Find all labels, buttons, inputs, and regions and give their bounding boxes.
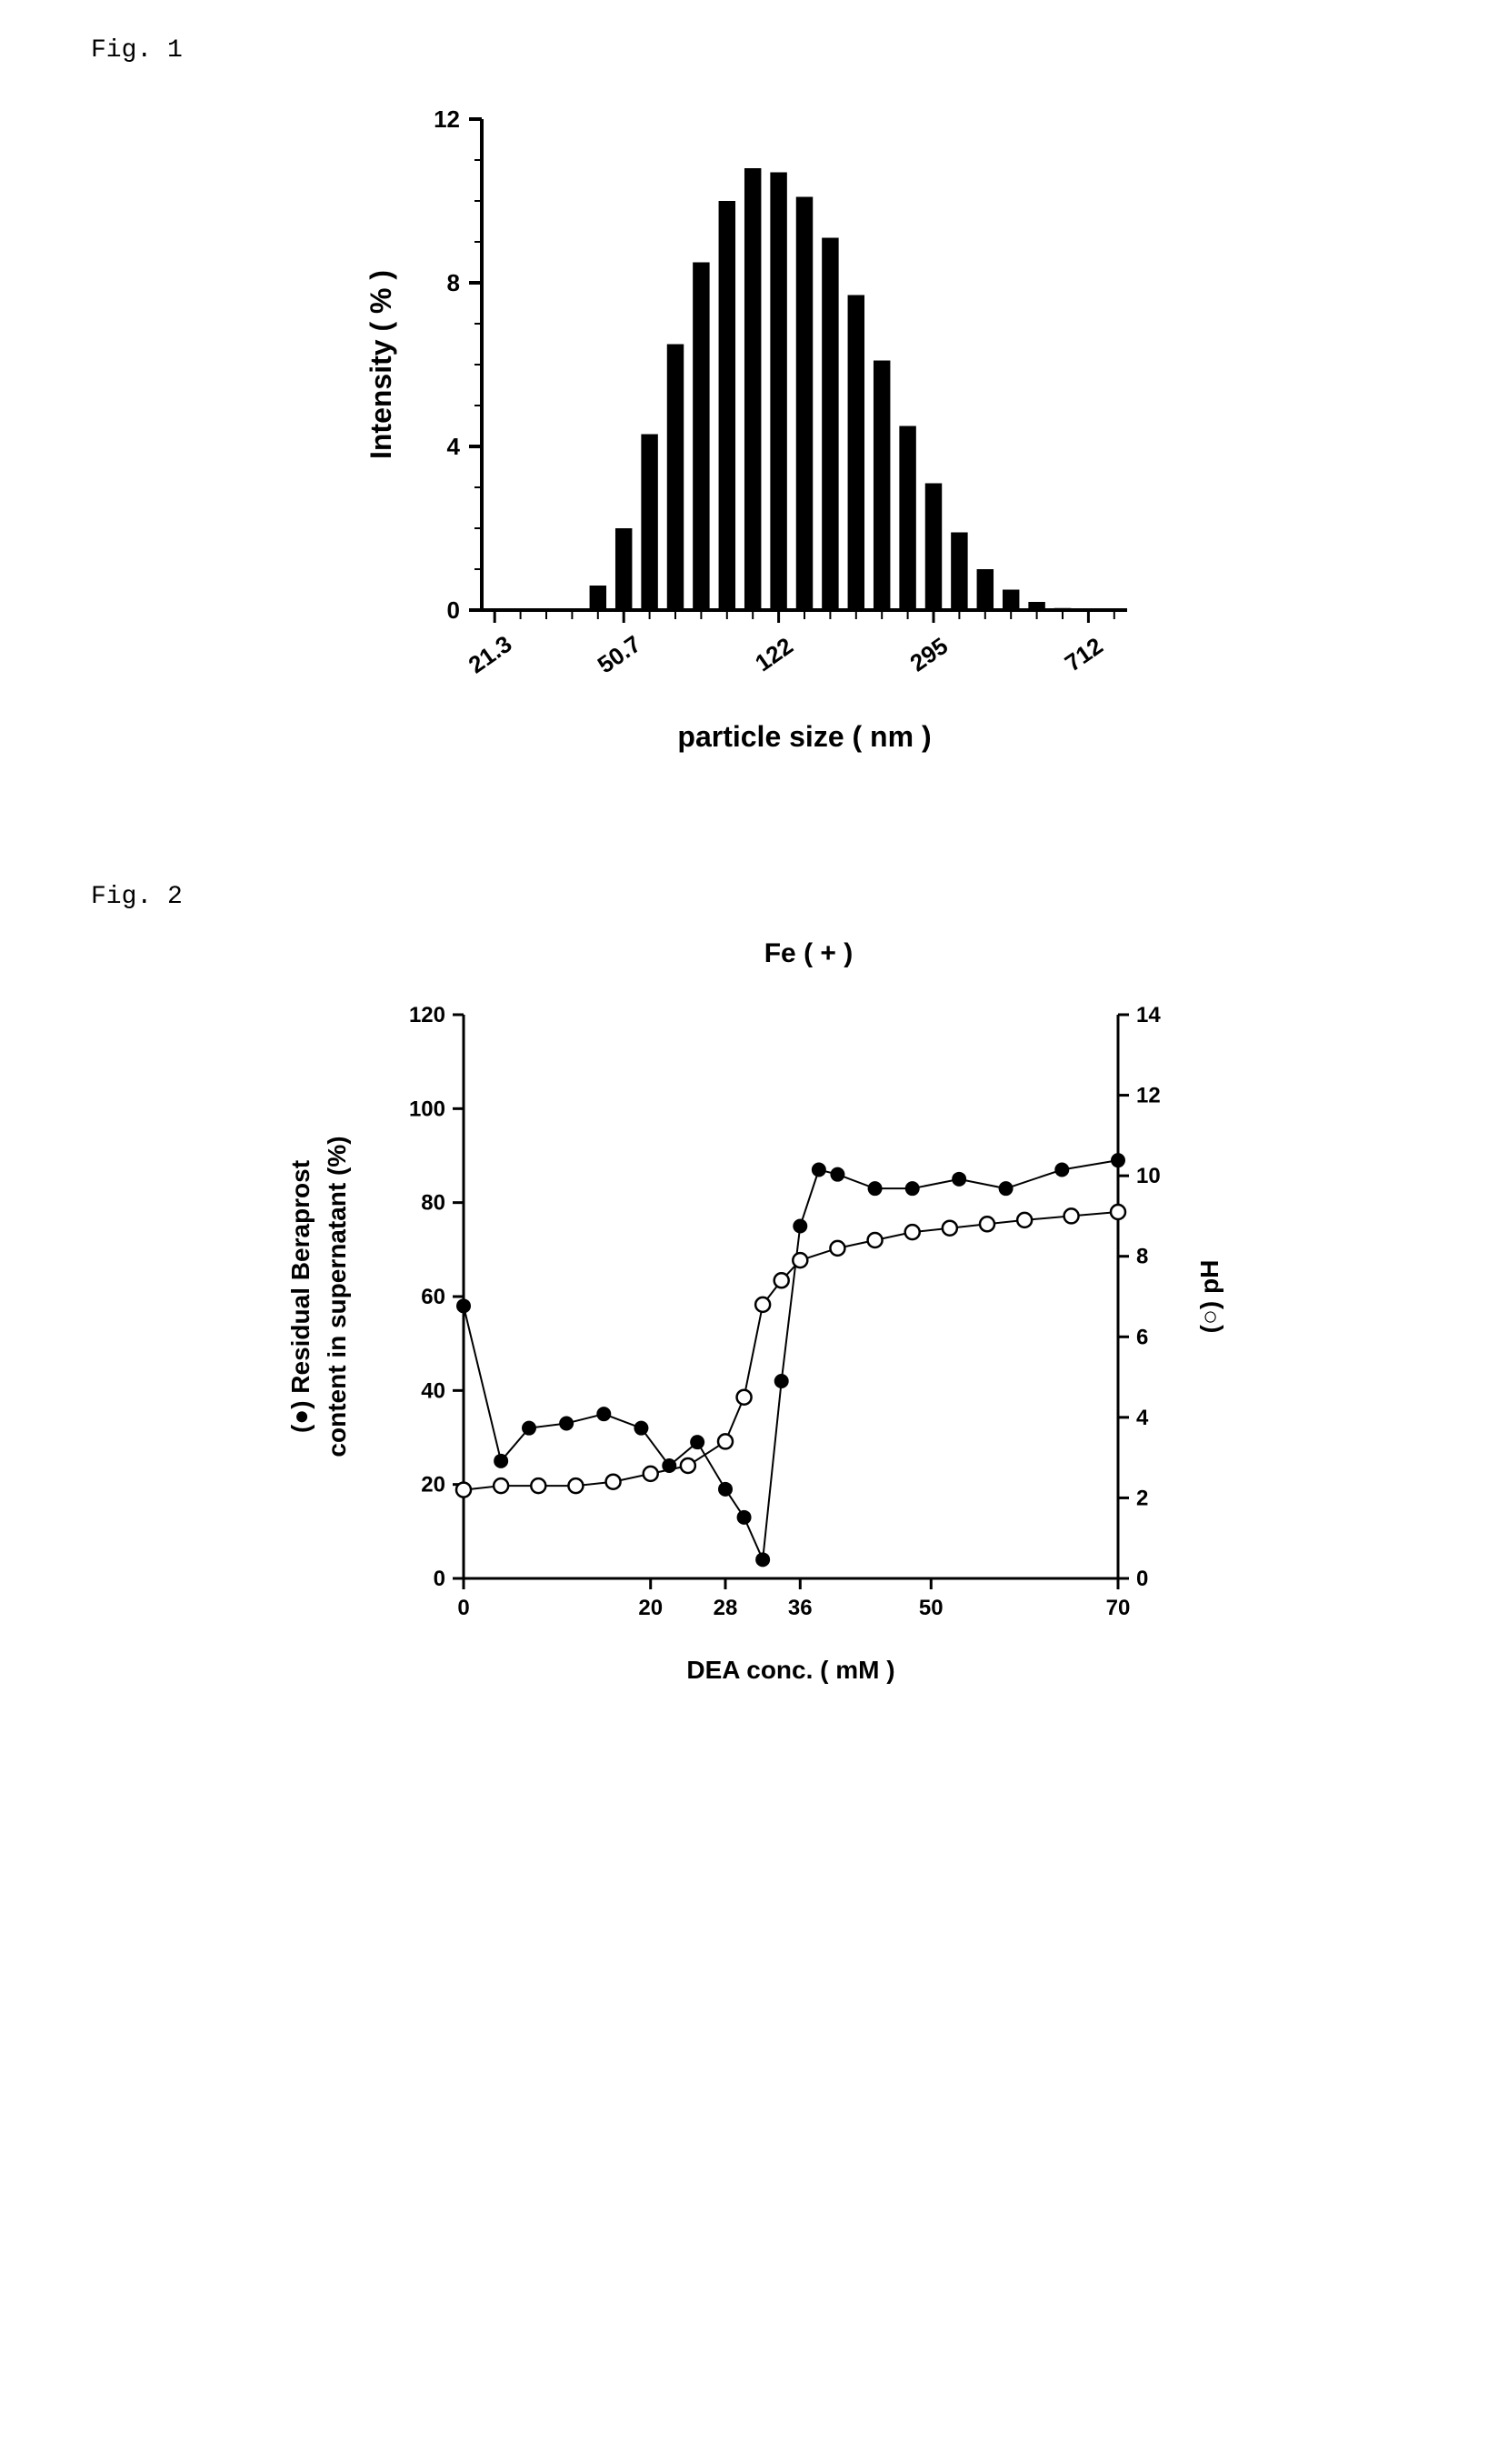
svg-text:8: 8 (446, 269, 459, 296)
svg-text:50.7: 50.7 (592, 630, 645, 679)
fig2-block: Fe ( + ) 0 20 40 60 80 100 120 0 2 4 6 8 10 12 14 0 20 28… (36, 938, 1472, 1715)
svg-text:50: 50 (918, 1596, 943, 1620)
svg-text:4: 4 (446, 433, 460, 460)
svg-text:2: 2 (1136, 1486, 1148, 1510)
svg-text:10: 10 (1136, 1164, 1161, 1188)
svg-text:DEA conc. ( mM ): DEA conc. ( mM ) (686, 1656, 894, 1684)
svg-text:14: 14 (1136, 1003, 1161, 1027)
svg-text:(○) pH: (○) pH (1195, 1260, 1223, 1334)
svg-text:Intensity ( % ): Intensity ( % ) (365, 270, 397, 459)
svg-text:12: 12 (434, 105, 460, 133)
svg-text:0: 0 (433, 1567, 444, 1591)
svg-text:60: 60 (421, 1285, 445, 1309)
svg-text:12: 12 (1136, 1084, 1161, 1108)
fig1-chart: 0 4 8 12 21.3 50.7 122 295 712 particle size ( nm… (345, 92, 1163, 774)
svg-text:4: 4 (1136, 1406, 1149, 1430)
fig1-block: 0 4 8 12 21.3 50.7 122 295 712 particle size ( nm… (36, 92, 1472, 774)
svg-text:120: 120 (408, 1003, 444, 1027)
svg-text:80: 80 (421, 1191, 445, 1216)
svg-text:0: 0 (446, 596, 459, 624)
svg-text:0: 0 (457, 1596, 469, 1620)
svg-text:20: 20 (421, 1473, 445, 1497)
fig2-title-text: Fe ( + ) (764, 938, 854, 968)
fig2-chart: 0 20 40 60 80 100 120 0 2 4 6 8 10 12 14 0 20 28 36 50 70 DEA… (255, 987, 1254, 1715)
svg-text:21.3: 21.3 (463, 630, 516, 679)
svg-text:particle size ( nm ): particle size ( nm ) (677, 720, 931, 753)
svg-text:295: 295 (904, 632, 953, 676)
svg-text:28: 28 (713, 1596, 737, 1620)
svg-text:6: 6 (1136, 1325, 1148, 1349)
svg-text:8: 8 (1136, 1245, 1148, 1269)
fig2-label: Fig. 2 (91, 883, 1472, 911)
svg-text:40: 40 (421, 1378, 445, 1403)
svg-text:122: 122 (750, 632, 798, 676)
svg-text:(●) Residual Beraprost: (●) Residual Beraprost (286, 1160, 315, 1433)
svg-text:712: 712 (1059, 632, 1107, 676)
svg-text:20: 20 (638, 1596, 663, 1620)
svg-text:70: 70 (1105, 1596, 1130, 1620)
fig1-label: Fig. 1 (91, 36, 1472, 65)
svg-text:content in supernatant (%): content in supernatant (%) (323, 1136, 351, 1457)
svg-text:36: 36 (787, 1596, 812, 1620)
svg-text:100: 100 (408, 1097, 444, 1121)
fig2-title: Fe ( + ) (764, 938, 854, 969)
svg-text:0: 0 (1136, 1567, 1148, 1591)
